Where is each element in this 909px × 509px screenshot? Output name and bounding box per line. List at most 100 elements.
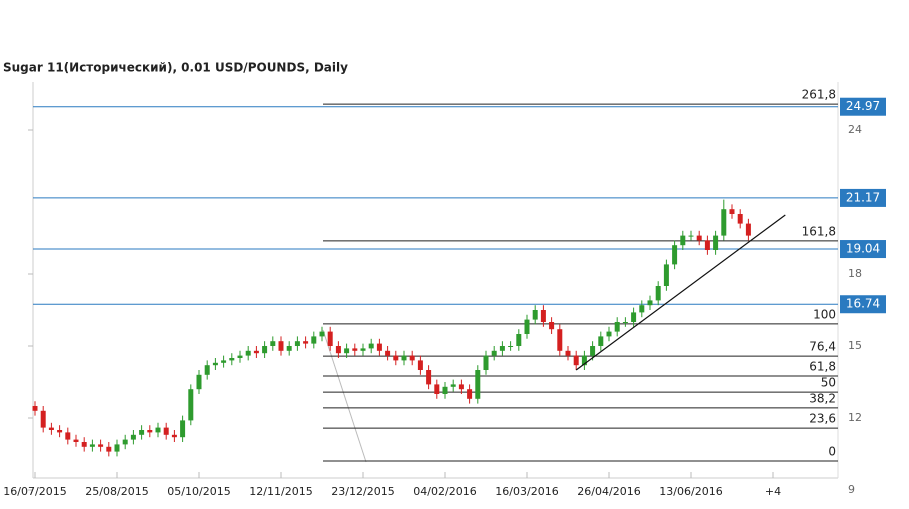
fib-anchor-line	[322, 329, 367, 463]
fib-label: 100	[813, 307, 836, 321]
candle-body	[40, 410, 46, 428]
candle-body	[65, 432, 71, 440]
x-tick-label: 04/02/2016	[413, 485, 476, 498]
candle-body	[106, 446, 112, 452]
fib-label: 76,4	[809, 340, 836, 354]
candle-body	[655, 286, 661, 301]
fib-label: 50	[821, 376, 836, 390]
price-label: 16.74	[846, 297, 880, 311]
candle-body	[163, 427, 169, 435]
candle-body	[262, 346, 268, 354]
candle-body	[606, 331, 612, 337]
fib-label: 23,6	[809, 412, 836, 426]
candle-body	[565, 350, 571, 356]
fib-label: 61,8	[809, 360, 836, 374]
x-tick-label: 12/11/2015	[249, 485, 312, 498]
chart-title: Sugar 11(Исторический), 0.01 USD/POUNDS,…	[3, 61, 348, 75]
candle-body	[704, 240, 710, 250]
candle-body	[229, 358, 235, 361]
trendline	[575, 214, 786, 371]
candle-body	[385, 350, 391, 356]
candle-body	[368, 343, 374, 349]
price-badge	[840, 188, 886, 207]
candle-body	[221, 360, 227, 363]
candle-body	[204, 365, 210, 375]
x-tick-label: 13/06/2016	[659, 485, 722, 498]
candle-body	[483, 355, 489, 370]
candle-body	[696, 235, 702, 241]
candle-body	[499, 346, 505, 351]
candle-body	[48, 427, 54, 430]
candle-body	[319, 331, 325, 337]
candle-body	[270, 341, 276, 346]
y-tick-label: 12	[848, 411, 862, 424]
candle-body	[344, 348, 350, 354]
candle-body	[376, 343, 382, 351]
candle-body	[680, 235, 686, 246]
y-tick-label: 18	[848, 267, 862, 280]
candle-body	[130, 434, 136, 440]
x-tick-label: 16/07/2015	[3, 485, 66, 498]
price-badge	[840, 97, 886, 116]
candle-body	[98, 444, 104, 447]
candle-body	[212, 362, 218, 366]
candle-body	[401, 355, 407, 361]
candle-body	[508, 346, 514, 347]
candle-body	[524, 319, 530, 334]
candle-body	[196, 374, 202, 390]
candle-body	[114, 444, 120, 452]
candle-body	[532, 310, 538, 320]
candle-body	[729, 209, 735, 214]
candle-body	[622, 322, 628, 323]
candle-body	[631, 312, 637, 322]
candle-body	[475, 370, 481, 399]
y-tick-label: 24	[848, 123, 862, 136]
candle-body	[352, 348, 358, 351]
candle-body	[647, 300, 653, 306]
candle-body	[237, 355, 243, 358]
x-tick-label: 25/08/2015	[85, 485, 148, 498]
candle-body	[450, 384, 456, 387]
candle-body	[393, 355, 399, 361]
fib-label: 38,2	[809, 391, 836, 405]
candle-body	[311, 336, 317, 344]
candle-body	[573, 355, 579, 366]
candle-body	[278, 341, 284, 351]
candle-body	[516, 334, 522, 346]
candle-body	[89, 444, 95, 447]
y-tick-label: 15	[848, 339, 862, 352]
candle-body	[491, 350, 497, 356]
price-badge	[840, 240, 886, 259]
candle-body	[557, 329, 563, 351]
candle-body	[409, 355, 415, 361]
candle-body	[549, 322, 555, 330]
candle-body	[540, 310, 546, 322]
price-badge	[840, 295, 886, 314]
candle-body	[688, 235, 694, 237]
candle-body	[73, 439, 79, 442]
candle-body	[614, 322, 620, 332]
x-tick-label: 05/10/2015	[167, 485, 230, 498]
fib-label: 161,8	[802, 224, 836, 238]
candle-body	[417, 360, 423, 370]
price-label: 21.17	[846, 190, 880, 204]
candle-body	[147, 430, 153, 433]
candle-body	[180, 420, 186, 438]
candle-body	[426, 370, 432, 385]
candle-body	[590, 346, 596, 356]
candle-body	[713, 235, 719, 250]
x-tick-label: 16/03/2016	[495, 485, 558, 498]
fib-label: 261,8	[802, 88, 836, 102]
candle-body	[442, 386, 448, 394]
candle-body	[81, 442, 87, 447]
y-tick-label: 9	[848, 483, 855, 496]
candle-body	[303, 341, 309, 344]
candle-body	[253, 350, 259, 354]
candle-body	[672, 245, 678, 265]
candle-body	[286, 346, 292, 351]
x-tick-label: 23/12/2015	[331, 485, 394, 498]
candle-body	[171, 434, 177, 438]
candle-body	[598, 336, 604, 346]
candle-body	[327, 331, 333, 346]
